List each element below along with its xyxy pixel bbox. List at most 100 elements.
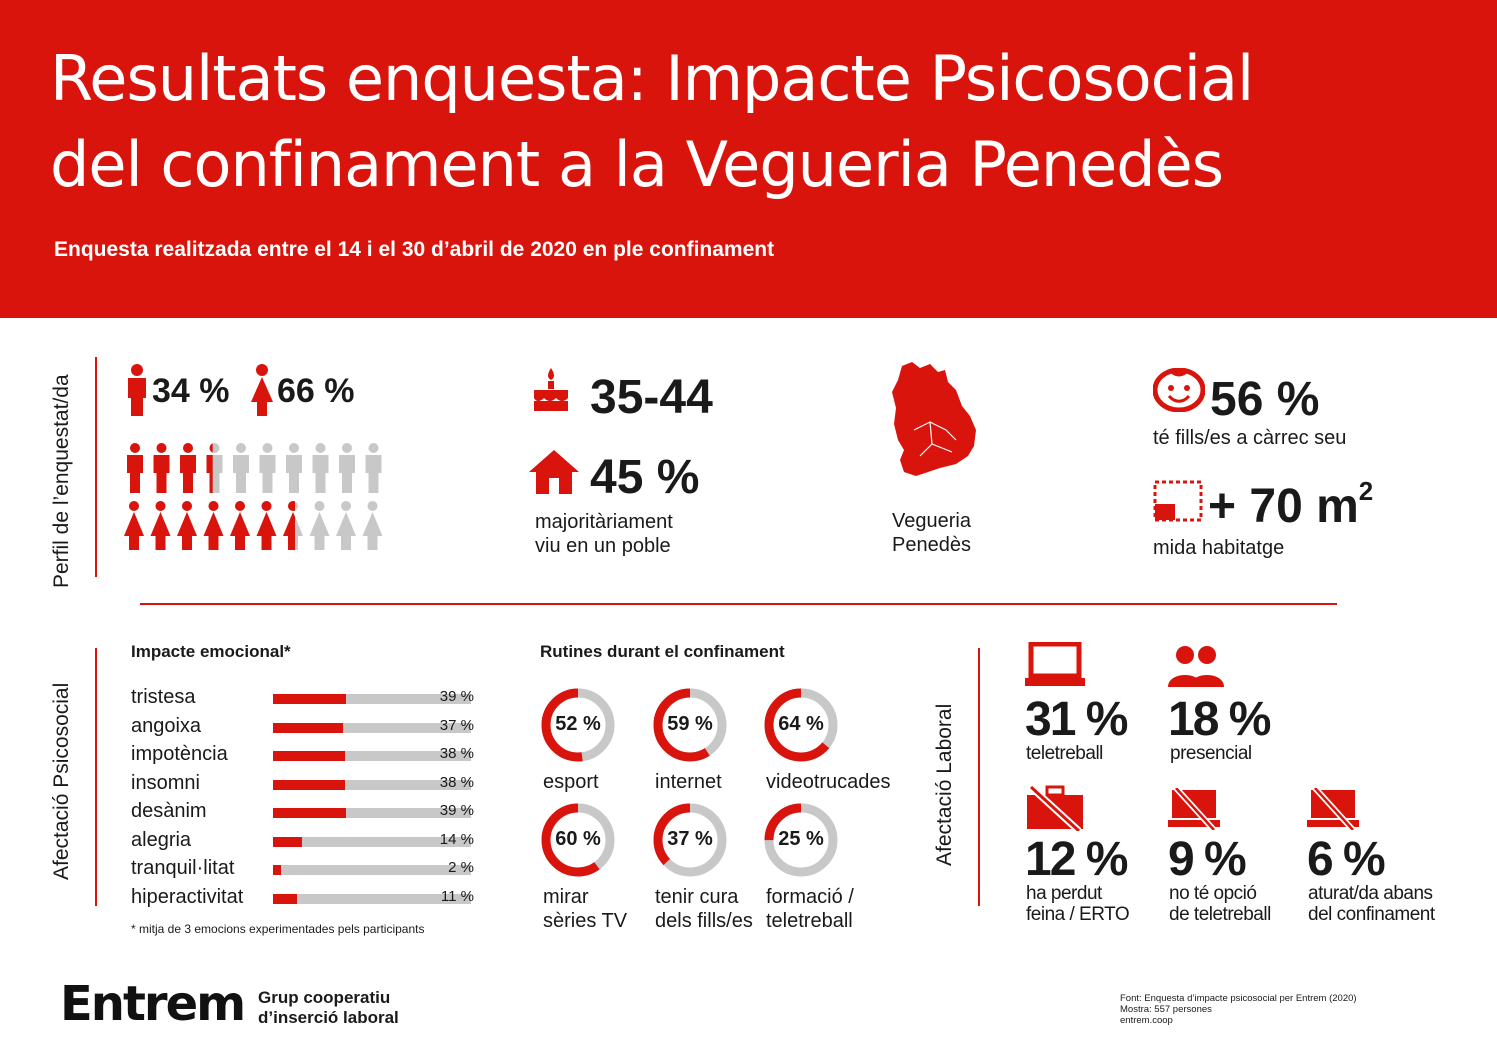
emotion-bar-track <box>273 694 471 704</box>
emotion-percentage: 37 % <box>439 716 474 734</box>
sample-line: Mostra: 557 persones <box>1120 1004 1212 1015</box>
female-figure <box>203 501 224 550</box>
entrem-logo: Entrem <box>60 976 246 1032</box>
emotion-bar-track <box>273 893 471 904</box>
routine-label-line-1: videotrucades <box>766 771 891 793</box>
emotion-percentage: 2 % <box>448 859 474 876</box>
labour-label-lost-job-1: ha perdut <box>1026 883 1102 904</box>
routine-label-line-1: formació / <box>766 886 854 908</box>
emotion-row: desànim 39 % <box>131 798 476 826</box>
female-figure <box>177 501 197 550</box>
header-banner: Resultats enquesta: Impacte Psicosocial … <box>0 0 1497 318</box>
profile-divider <box>95 357 97 577</box>
routine-label-line-1: tenir cura <box>655 886 739 908</box>
emotion-row: insomni 38 % <box>131 770 476 798</box>
emotion-percentage: 11 % <box>440 887 474 905</box>
region-label-line-1: Vegueria <box>892 510 971 532</box>
emotion-bar-fill <box>273 865 281 875</box>
female-figure <box>283 501 303 550</box>
emotion-percentage: 38 % <box>439 773 474 791</box>
labour-value-teleworking: 31 % <box>1025 693 1128 746</box>
labour-label-no-telework-2: de teletreball <box>1169 904 1271 925</box>
org-description-line-1: Grup cooperatiu <box>258 988 391 1007</box>
routine-label-line-2: dels fills/es <box>655 910 753 932</box>
emotion-bar-track <box>273 722 471 733</box>
routine-percentage: 64 % <box>778 713 824 735</box>
emotion-name: impotència <box>131 743 228 765</box>
emotion-bar-track <box>273 865 471 875</box>
children-label: té fills/es a càrrec seu <box>1153 427 1347 449</box>
emotion-percentage: 38 % <box>439 745 474 762</box>
emotion-bar-fill <box>273 694 347 704</box>
emotion-name: insomni <box>131 771 200 794</box>
routine-donut-fill <box>653 688 727 762</box>
routine-label-line-2: sèries TV <box>543 910 628 932</box>
housing-label: mida habitatge <box>1153 537 1285 559</box>
emotion-bar-fill <box>273 836 302 847</box>
labour-label-lost-job-2: feina / ERTO <box>1026 904 1130 925</box>
labour-label-teleworking: teletreball <box>1026 743 1103 764</box>
crossed-briefcase-icon <box>1027 785 1083 831</box>
routine-donut <box>541 688 615 762</box>
emotion-bar-fill <box>273 751 345 761</box>
crossed-laptop-icon <box>1168 788 1220 830</box>
female-figure <box>230 501 250 550</box>
child-face-icon <box>1153 368 1205 412</box>
emotion-percentage: 14 % <box>439 830 474 848</box>
village-label-line-2: viu en un poble <box>535 535 671 557</box>
emotion-bar-fill <box>273 722 343 733</box>
labour-divider <box>978 648 980 906</box>
emotion-row: tristesa 39 % <box>131 684 476 712</box>
org-description-line-2: d’inserció laboral <box>258 1008 399 1027</box>
emotion-bar-fill <box>273 808 347 818</box>
routine-item: 60 % mirar sèries TV <box>540 802 660 933</box>
routine-label-line-1: internet <box>655 771 722 793</box>
male-icon <box>128 364 146 416</box>
emotion-bar-track <box>273 751 471 761</box>
routine-donut <box>541 803 615 877</box>
psychosocial-divider <box>95 648 97 906</box>
labour-value-no-telework: 9 % <box>1168 833 1247 886</box>
routine-donut <box>764 688 838 762</box>
female-figure <box>124 501 144 550</box>
labour-label-no-telework-1: no té opció <box>1169 883 1257 904</box>
age-range: 35-44 <box>590 371 713 424</box>
emotion-bar-track <box>273 808 471 818</box>
labour-label-unemployed-1: aturat/da abans <box>1308 883 1433 904</box>
emotion-bar-track <box>273 836 471 847</box>
labour-section-label: Afectació Laboral <box>933 703 956 866</box>
routine-item: 59 % internet <box>652 687 772 794</box>
region-label-line-2: Penedès <box>892 534 971 556</box>
routine-percentage: 37 % <box>667 828 713 850</box>
routine-item: 52 % esport <box>540 687 660 794</box>
labour-value-unemployed: 6 % <box>1307 833 1386 886</box>
routine-donut-fill <box>541 803 615 877</box>
routine-label-line-2: teletreball <box>766 910 853 932</box>
floor-area-icon <box>1153 480 1203 522</box>
emotion-bar-fill <box>273 893 297 904</box>
female-figure <box>309 501 330 550</box>
page-title-line-1: Resultats enquesta: Impacte Psicosocial <box>50 42 1254 115</box>
house-icon <box>529 450 579 494</box>
emotion-percentage: 39 % <box>439 688 474 705</box>
routine-donut <box>653 688 727 762</box>
routine-label-line-1: mirar <box>543 886 589 908</box>
emotions-footnote: * mitja de 3 emocions experimentades pel… <box>131 922 425 936</box>
people-icon <box>1168 646 1224 687</box>
labour-value-onsite: 18 % <box>1168 693 1271 746</box>
region-map-icon <box>892 362 976 476</box>
emotion-name: tranquil·litat <box>131 857 235 879</box>
routine-donut <box>764 803 838 877</box>
female-figure <box>362 501 383 550</box>
male-figure <box>339 443 355 493</box>
emotion-name: desànim <box>131 800 207 822</box>
male-figure <box>206 443 223 493</box>
website-link[interactable]: entrem.coop <box>1120 1015 1173 1026</box>
emotion-row: impotència 38 % <box>131 741 476 769</box>
routine-item: 37 % tenir cura dels fills/es <box>652 802 772 933</box>
routine-percentage: 25 % <box>778 828 824 850</box>
routine-donut <box>653 803 727 877</box>
emotion-row: alegria 14 % <box>131 827 476 855</box>
profile-section-label: Perfil de l’enquestat/da <box>50 374 73 588</box>
section-divider <box>140 603 1337 605</box>
